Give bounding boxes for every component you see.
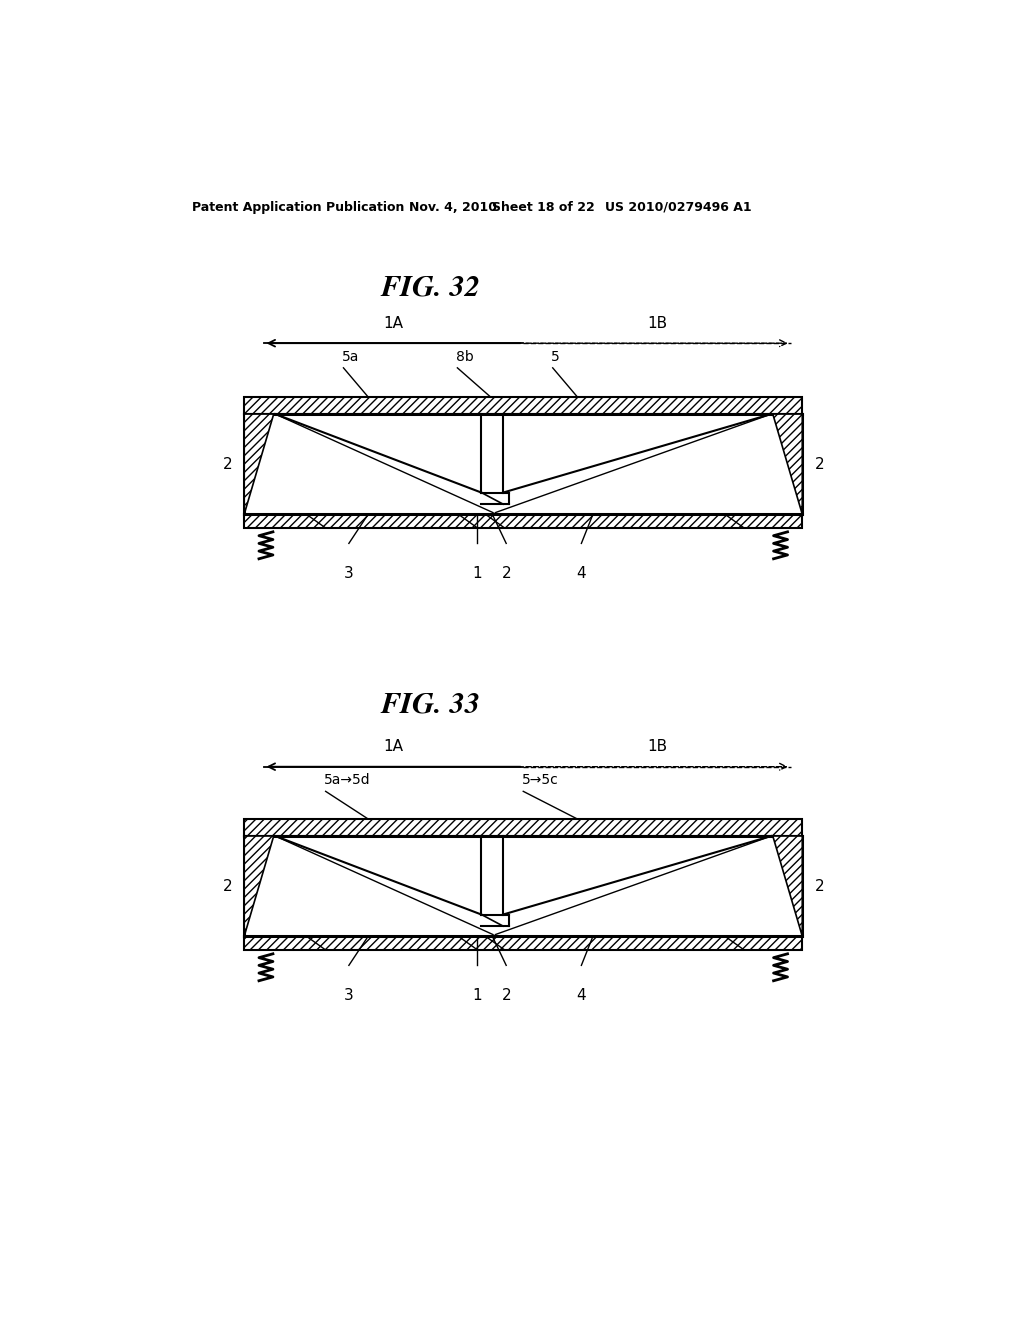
Text: 4: 4 xyxy=(577,566,586,582)
Text: 1B: 1B xyxy=(647,315,667,331)
Text: 1B: 1B xyxy=(647,739,667,754)
Text: 2: 2 xyxy=(502,989,511,1003)
Polygon shape xyxy=(245,414,802,515)
Text: 1: 1 xyxy=(472,566,481,582)
Text: Patent Application Publication: Patent Application Publication xyxy=(191,201,403,214)
Text: 5→5c: 5→5c xyxy=(521,774,558,788)
Text: 4: 4 xyxy=(577,989,586,1003)
Text: 2: 2 xyxy=(814,879,824,894)
Text: 3: 3 xyxy=(344,989,353,1003)
Text: 2: 2 xyxy=(502,566,511,582)
Text: Sheet 18 of 22: Sheet 18 of 22 xyxy=(493,201,595,214)
Text: 5a→5d: 5a→5d xyxy=(324,774,371,788)
Text: 3: 3 xyxy=(344,566,353,582)
Text: Nov. 4, 2010: Nov. 4, 2010 xyxy=(409,201,497,214)
Polygon shape xyxy=(245,836,802,936)
Polygon shape xyxy=(773,414,802,515)
Text: 2: 2 xyxy=(222,879,232,894)
Text: FIG. 33: FIG. 33 xyxy=(380,692,480,719)
Text: 1A: 1A xyxy=(383,315,403,331)
Text: 5: 5 xyxy=(551,350,560,364)
Polygon shape xyxy=(245,414,273,515)
Polygon shape xyxy=(245,397,802,414)
Text: 1: 1 xyxy=(472,989,481,1003)
Polygon shape xyxy=(245,836,273,936)
Polygon shape xyxy=(245,515,802,528)
Text: 2: 2 xyxy=(222,457,232,471)
Text: 8b: 8b xyxy=(456,350,473,364)
Text: 2: 2 xyxy=(814,457,824,471)
Text: US 2010/0279496 A1: US 2010/0279496 A1 xyxy=(604,201,752,214)
Polygon shape xyxy=(245,818,802,836)
Polygon shape xyxy=(245,936,802,950)
Polygon shape xyxy=(773,836,802,936)
Text: 5a: 5a xyxy=(342,350,359,364)
Text: 1A: 1A xyxy=(383,739,403,754)
Text: FIG. 32: FIG. 32 xyxy=(380,275,480,301)
